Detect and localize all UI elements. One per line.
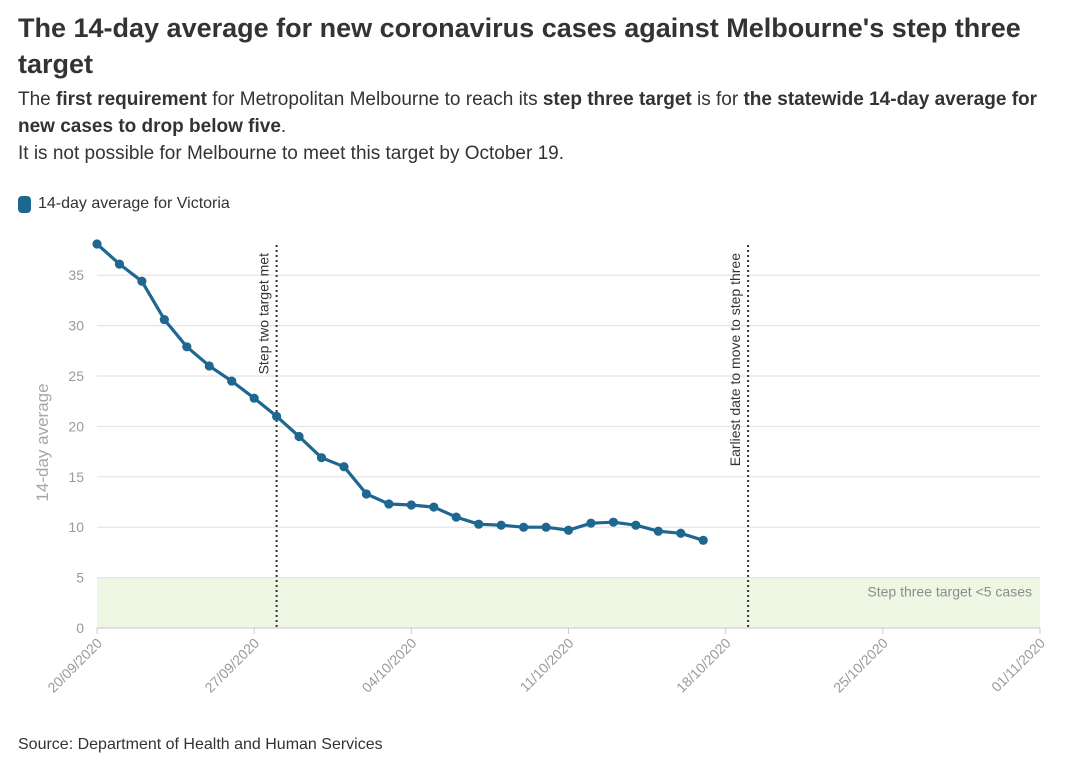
y-tick-label: 25 bbox=[68, 368, 84, 384]
data-point bbox=[182, 342, 192, 352]
data-point bbox=[294, 431, 304, 442]
data-point bbox=[92, 239, 102, 249]
y-tick-label: 5 bbox=[76, 570, 84, 586]
y-tick-label: 20 bbox=[68, 418, 84, 434]
annotation-label: Step two target met bbox=[256, 253, 272, 375]
data-point bbox=[541, 522, 551, 532]
data-point bbox=[608, 517, 619, 527]
data-point bbox=[406, 500, 416, 510]
subtitle-segment: the statewide 14-day average for new cas… bbox=[18, 89, 1038, 137]
y-tick-label: 35 bbox=[68, 267, 84, 283]
data-point bbox=[451, 512, 461, 522]
data-point bbox=[272, 411, 282, 421]
source-note: Source: Department of Health and Human S… bbox=[18, 736, 383, 753]
data-point bbox=[563, 525, 574, 535]
annotation-label: Earliest date to move to step three bbox=[727, 253, 743, 466]
chart-title: The 14-day average for new coronavirus c… bbox=[18, 13, 1021, 79]
data-point bbox=[137, 276, 147, 286]
data-point bbox=[114, 259, 125, 269]
data-point bbox=[361, 489, 372, 499]
subtitle-segment: The bbox=[18, 89, 57, 110]
data-point bbox=[676, 528, 686, 538]
legend: 14-day average for Victoria bbox=[18, 195, 230, 213]
y-axis-label: 14-day average bbox=[33, 383, 52, 501]
x-tick-label: 25/10/2020 bbox=[830, 635, 891, 696]
subtitle-segment: is for bbox=[691, 89, 744, 110]
data-point bbox=[631, 520, 641, 530]
data-point bbox=[586, 518, 596, 528]
x-tick-label: 04/10/2020 bbox=[359, 635, 420, 696]
data-point bbox=[653, 526, 663, 536]
data-point bbox=[339, 462, 349, 472]
data-point bbox=[384, 499, 394, 509]
data-point bbox=[204, 361, 214, 371]
data-point bbox=[316, 453, 327, 463]
subtitle-segment: first requirement bbox=[56, 89, 208, 110]
x-tick-label: 11/10/2020 bbox=[516, 635, 576, 695]
data-point bbox=[496, 520, 506, 530]
subtitle-segment: . bbox=[280, 116, 287, 137]
target-band-label: Step three target <5 cases bbox=[867, 584, 1032, 600]
data-point bbox=[518, 522, 529, 532]
y-tick-label: 10 bbox=[68, 519, 84, 535]
y-tick-label: 15 bbox=[68, 469, 84, 485]
legend-label: 14-day average for Victoria bbox=[38, 195, 230, 212]
data-point bbox=[227, 376, 237, 386]
x-tick-label: 01/11/2020 bbox=[988, 635, 1048, 695]
x-tick-label: 20/09/2020 bbox=[44, 635, 105, 696]
data-point bbox=[249, 393, 259, 403]
subtitle-line-2: It is not possible for Melbourne to meet… bbox=[18, 143, 564, 164]
subtitle-segment: for Metropolitan Melbourne to reach its bbox=[207, 89, 543, 110]
line-chart: 0 5 10 15 20 25 30 35 14-day average 20/09/2020 27… bbox=[33, 239, 1048, 696]
legend-swatch bbox=[18, 195, 31, 213]
target-band bbox=[97, 577, 1040, 628]
chart-subtitle: The first requirement for Metropolitan M… bbox=[18, 86, 1058, 167]
x-tick-label: 27/09/2020 bbox=[201, 635, 262, 696]
series-line bbox=[95, 242, 705, 542]
chart-header: The 14-day average for new coronavirus c… bbox=[18, 10, 1058, 167]
subtitle-line-1: The first requirement for Metropolitan M… bbox=[18, 86, 1058, 140]
data-point bbox=[429, 502, 439, 512]
y-tick-label: 0 bbox=[76, 620, 84, 636]
subtitle-segment: step three target bbox=[542, 89, 692, 110]
x-tick-label: 18/10/2020 bbox=[673, 635, 734, 696]
data-point bbox=[159, 314, 169, 325]
y-tick-label: 30 bbox=[68, 318, 84, 334]
data-point bbox=[698, 535, 708, 545]
data-point bbox=[474, 519, 484, 529]
